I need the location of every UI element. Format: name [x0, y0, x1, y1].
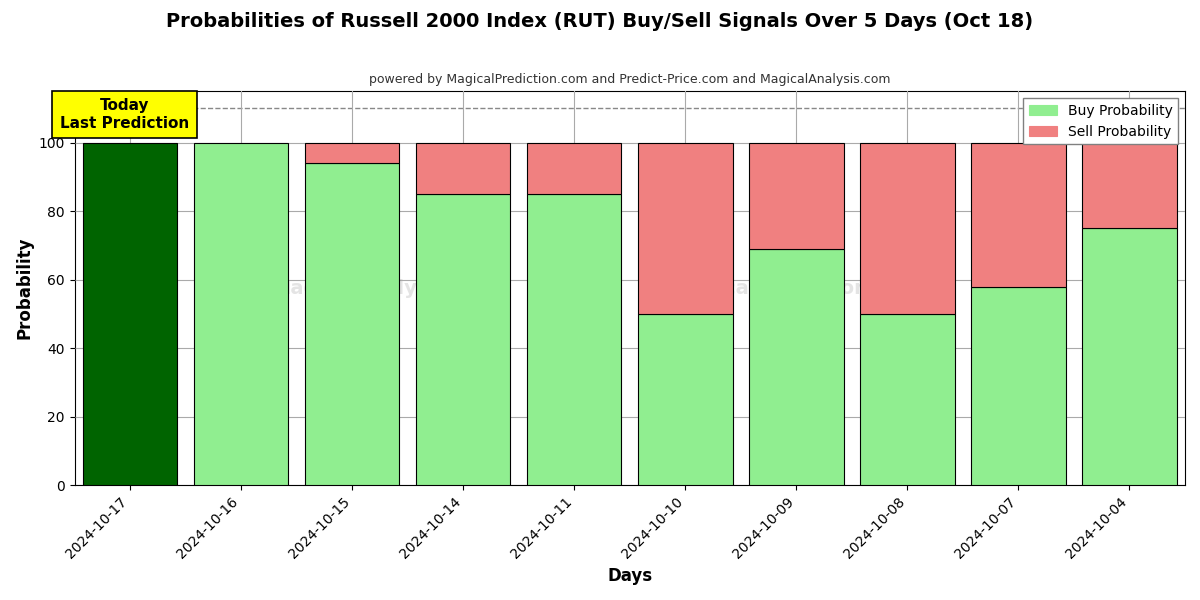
Text: MagicalPrediction.com: MagicalPrediction.com — [672, 279, 922, 298]
Bar — [860, 314, 955, 485]
Bar — [749, 249, 844, 485]
Bar — [749, 143, 844, 249]
Bar — [971, 287, 1066, 485]
Bar — [860, 143, 955, 314]
Text: Probabilities of Russell 2000 Index (RUT) Buy/Sell Signals Over 5 Days (Oct 18): Probabilities of Russell 2000 Index (RUT… — [167, 12, 1033, 31]
Bar — [1082, 229, 1177, 485]
Bar — [416, 143, 510, 194]
Bar — [416, 194, 510, 485]
Bar — [971, 143, 1066, 287]
Text: MagicalAnalysis.com: MagicalAnalysis.com — [271, 279, 499, 298]
Bar — [305, 163, 400, 485]
Title: powered by MagicalPrediction.com and Predict-Price.com and MagicalAnalysis.com: powered by MagicalPrediction.com and Pre… — [370, 73, 890, 86]
Bar — [527, 194, 622, 485]
Legend: Buy Probability, Sell Probability: Buy Probability, Sell Probability — [1024, 98, 1178, 145]
Bar — [305, 143, 400, 163]
Bar — [1082, 143, 1177, 229]
X-axis label: Days: Days — [607, 567, 653, 585]
Bar — [638, 314, 732, 485]
Y-axis label: Probability: Probability — [16, 237, 34, 340]
Bar — [638, 143, 732, 314]
Bar — [527, 143, 622, 194]
Bar — [194, 143, 288, 485]
Text: Today
Last Prediction: Today Last Prediction — [60, 98, 190, 131]
Bar — [83, 143, 178, 485]
